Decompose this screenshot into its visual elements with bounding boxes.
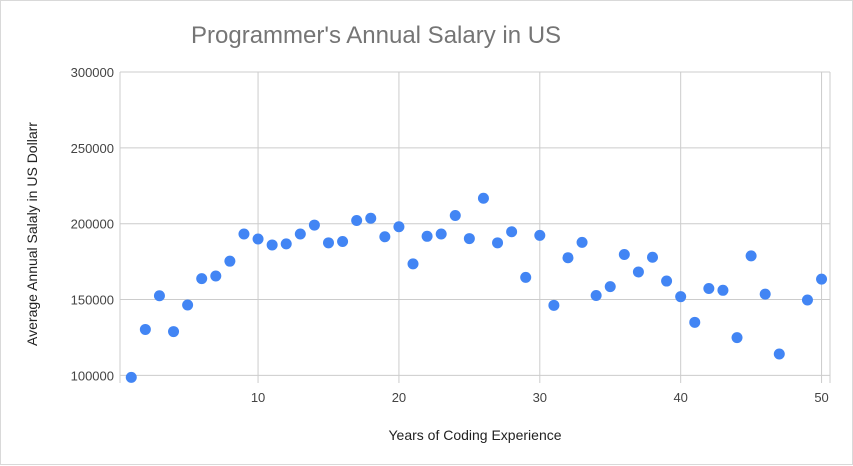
data-point (703, 282, 715, 294)
y-tick-label: 100000 (71, 368, 114, 383)
data-point (196, 273, 208, 285)
data-point (139, 323, 151, 335)
data-point (590, 289, 602, 301)
data-point (548, 299, 560, 311)
data-point (816, 273, 828, 285)
chart-title: Programmer's Annual Salary in US (191, 22, 562, 49)
data-point (717, 284, 729, 296)
data-point (534, 229, 546, 241)
data-point (745, 250, 757, 262)
data-point (520, 271, 532, 283)
data-point (689, 316, 701, 328)
data-point (280, 238, 292, 250)
y-tick-label: 250000 (71, 141, 114, 156)
data-point (506, 226, 518, 238)
data-point (294, 228, 306, 240)
data-point (731, 332, 743, 344)
data-point (421, 230, 433, 242)
data-point (562, 252, 574, 264)
data-point (463, 233, 475, 245)
x-axis-label: Years of Coding Experience (388, 427, 562, 443)
data-point (449, 210, 461, 222)
data-point (322, 237, 334, 249)
data-point (266, 239, 278, 251)
data-point (661, 275, 673, 287)
data-point (759, 288, 771, 300)
data-point (252, 233, 264, 245)
data-point (125, 371, 137, 383)
data-point (393, 221, 405, 233)
data-point (618, 249, 630, 261)
data-point (337, 235, 349, 247)
data-point (365, 212, 377, 224)
data-point (210, 270, 222, 282)
data-point (407, 258, 419, 270)
data-point (153, 290, 165, 302)
data-point (632, 266, 644, 278)
data-point (224, 255, 236, 267)
x-tick-label: 30 (533, 390, 547, 405)
data-point (576, 236, 588, 248)
x-tick-label: 40 (673, 390, 687, 405)
data-point (182, 299, 194, 311)
data-point (379, 231, 391, 243)
data-point (351, 215, 363, 227)
x-tick-label: 10 (251, 390, 265, 405)
x-tick-label: 20 (392, 390, 406, 405)
y-tick-label: 200000 (71, 217, 114, 232)
data-point (801, 294, 813, 306)
y-tick-label: 150000 (71, 293, 114, 308)
data-point (435, 228, 447, 240)
data-point (477, 192, 489, 204)
data-point (492, 237, 504, 249)
data-point (773, 348, 785, 360)
data-point (647, 251, 658, 263)
data-point (308, 219, 320, 231)
data-point (675, 291, 687, 303)
data-point (238, 228, 250, 240)
data-point (168, 326, 180, 338)
data-point (604, 281, 616, 293)
y-tick-label: 300000 (71, 65, 114, 80)
x-tick-label: 50 (814, 390, 828, 405)
